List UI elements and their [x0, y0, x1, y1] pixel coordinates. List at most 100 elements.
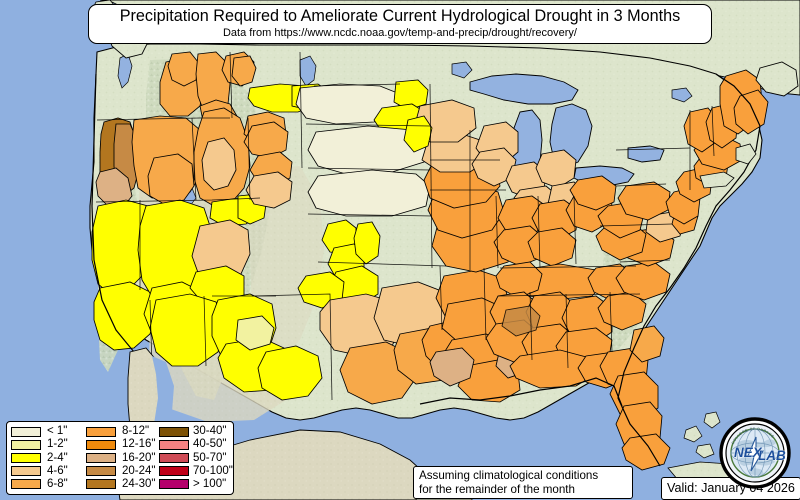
legend-item: 16-20"	[85, 451, 159, 464]
region-michigan-east-4-6	[535, 149, 577, 189]
region-ne-washington-6-8	[167, 51, 199, 87]
legend-label: 8-12"	[121, 425, 150, 438]
lake-winnipeg	[299, 55, 317, 87]
legend-item: 30-40"	[159, 425, 229, 438]
legend-swatch	[85, 466, 116, 477]
bahamas-a	[683, 425, 703, 443]
legend-item: 4-6"	[11, 465, 86, 478]
region-ohio-north-8-12	[569, 175, 617, 211]
legend-swatch	[85, 453, 116, 463]
assumption-line-1: Assuming climatological conditions	[419, 469, 599, 482]
legend-item: 40-50"	[159, 438, 229, 451]
region-louisiana-16-20	[429, 347, 475, 387]
legend-label: 1-2"	[47, 438, 68, 451]
legend-swatch	[11, 453, 41, 463]
region-nebraska-lt1	[307, 125, 429, 175]
region-maine-coast-8-12	[733, 89, 769, 135]
legend-swatch	[159, 426, 189, 437]
legend-item: 12-16"	[85, 438, 159, 451]
lake-ontario	[627, 145, 665, 163]
title-subtitle: Data from https://www.ncdc.noaa.gov/temp…	[222, 27, 577, 39]
nexlab-logo: NEX LAB COLLEGE OF DUPAGE	[719, 417, 791, 489]
legend-label: 50-70"	[193, 451, 227, 464]
cape-cod	[735, 143, 757, 165]
legend-swatch	[159, 479, 189, 490]
region-minnesota-west-2-4	[403, 115, 433, 153]
legend-label: 70-100"	[193, 464, 233, 477]
legend-label: 4-6"	[47, 464, 68, 477]
legend-label: 12-16"	[121, 438, 156, 451]
lake-superior	[469, 73, 579, 105]
legend-swatch	[11, 426, 41, 437]
assumption-note: Assuming climatological conditions for t…	[413, 466, 633, 499]
legend-label: 20-24"	[121, 464, 156, 477]
legend-column-1: < 1" 1-2" 2-4" 4-6" 6-8"	[11, 425, 86, 491]
legend-label: 16-20"	[121, 451, 156, 464]
region-nw-montana-6-8b	[231, 55, 257, 87]
legend-label: 24-30"	[121, 477, 156, 490]
legend-label: 30-40"	[193, 425, 227, 438]
legend-item: 1-2"	[11, 438, 86, 451]
legend-column-3: 30-40" 40-50" 50-70" 70-100" > 100"	[159, 425, 233, 491]
legend-swatch	[85, 479, 116, 490]
bahamas-b	[703, 411, 721, 429]
region-gulf-coast-8-12	[509, 349, 597, 389]
page-title: Precipitation Required to Ameliorate Cur…	[119, 7, 681, 25]
legend-item: < 1"	[11, 425, 86, 438]
region-north-carolina-8-12	[615, 261, 671, 301]
assumption-line-2: for the remainder of the month	[419, 482, 575, 496]
state-borders	[95, 51, 715, 401]
legend-item: 6-8"	[11, 478, 86, 491]
legend-label: > 100"	[193, 477, 227, 490]
legend-item: 20-24"	[85, 464, 159, 478]
region-central-oregon-6-8b	[147, 153, 195, 205]
canadian-lake-b	[671, 87, 693, 103]
lightning-bolt	[747, 436, 764, 472]
bahamas-c	[695, 443, 715, 459]
legend-label: 2-4"	[47, 451, 68, 464]
region-nm-pocket-1-2	[235, 315, 275, 351]
legend: < 1" 1-2" 2-4" 4-6" 6-8" 8-12" 12-16" 16…	[6, 421, 234, 495]
title-box: Precipitation Required to Ameliorate Cur…	[88, 4, 712, 44]
legend-item: 2-4"	[11, 451, 86, 464]
gulf-of-california	[152, 356, 174, 430]
drought-category-polygons	[91, 51, 769, 471]
legend-label: < 1"	[47, 425, 68, 438]
legend-swatch	[85, 439, 116, 450]
region-s-california-2-4	[93, 281, 157, 351]
legend-swatch	[11, 466, 41, 477]
region-colorado-4-6	[245, 171, 293, 209]
long-island	[699, 171, 735, 189]
legend-swatch	[85, 426, 116, 437]
legend-item: 50-70"	[159, 451, 229, 464]
map-body	[89, 0, 800, 500]
legend-swatch	[159, 466, 189, 477]
legend-swatch	[159, 439, 189, 450]
nova-scotia	[755, 61, 799, 97]
region-kansas-lt1	[307, 169, 431, 217]
canadian-lake-a	[451, 61, 473, 79]
legend-label: 6-8"	[47, 477, 68, 490]
legend-swatch	[159, 453, 189, 463]
logo-text-right: LAB	[758, 448, 786, 463]
legend-item: 8-12"	[85, 425, 159, 438]
legend-item: 70-100"	[159, 465, 233, 478]
region-oklahoma-finger-2-4	[353, 221, 381, 265]
region-idaho-inner-4-6	[201, 137, 237, 191]
legend-swatch	[11, 479, 41, 490]
logo-text-left: NEX	[734, 445, 763, 460]
legend-column-2: 8-12" 12-16" 16-20" 20-24" 24-30"	[85, 425, 159, 491]
legend-swatch	[11, 439, 41, 450]
region-wisconsin-south-4-6	[471, 147, 517, 187]
legend-label: 40-50"	[193, 438, 227, 451]
legend-item: > 100"	[159, 478, 229, 491]
region-w-tennessee-8-12	[495, 261, 543, 299]
region-w-texas-2-4	[257, 345, 323, 401]
region-florida-tip-8-12	[621, 433, 671, 471]
region-nd-yellow-2-4	[393, 79, 429, 111]
region-pennsylvania-8-12	[617, 181, 671, 221]
legend-item: 24-30"	[85, 477, 159, 491]
region-florida-ne-6-8	[629, 325, 665, 363]
